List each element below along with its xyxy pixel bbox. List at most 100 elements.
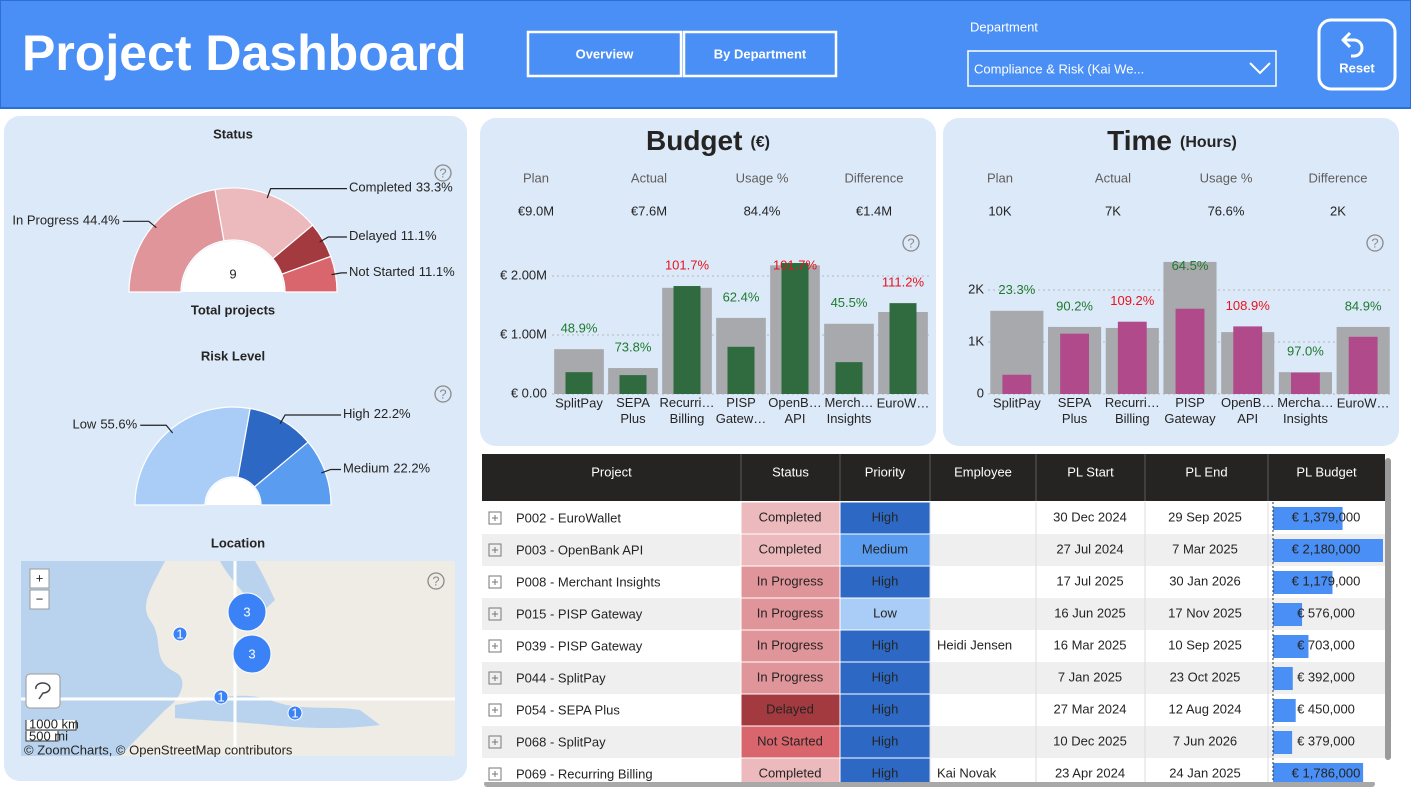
map-marker[interactable]: 1 [287,705,303,721]
expand-icon[interactable] [488,639,502,653]
table-row[interactable]: P068 - SplitPay Not Started High 10 Dec 202… [482,725,1385,759]
expand-icon[interactable] [488,735,502,749]
marker-count: 1 [217,689,224,704]
filter-label: Department [970,19,1038,34]
map-marker[interactable]: 3 [227,592,267,632]
project-name: P044 - SplitPay [516,670,606,685]
expand-icon[interactable] [488,543,502,557]
usage-label: 108.9% [1226,298,1271,313]
x-tick-line: Billing [1115,411,1150,426]
help-icon[interactable]: ? [434,385,452,403]
actual-bar [1291,372,1320,394]
expand-icon[interactable] [488,703,502,717]
end-date: 17 Nov 2025 [1168,605,1242,620]
table-row[interactable]: P039 - PISP Gateway In Progress High Heidi … [482,629,1385,663]
expand-plus [492,643,498,649]
department-dropdown[interactable]: Compliance & Risk (Kai We... [967,50,1277,87]
table-row[interactable]: P069 - Recurring Billing Completed High Kai… [482,757,1385,790]
page-title: Project Dashboard [22,25,467,81]
reset-button[interactable]: Reset [1317,18,1397,91]
x-tick-label: Recurri… Billing [1105,395,1160,426]
slice-category: Not Started [349,264,415,279]
zoom-glyph: − [36,591,44,606]
end-date: 24 Jan 2025 [1169,765,1241,780]
actual-bar [1233,326,1263,394]
lasso-icon [35,682,51,700]
slice-value: 11.1% [401,228,437,243]
x-tick-label: OpenB… API [768,395,821,426]
donut-slice [134,406,251,506]
y-tick-label: 0 [977,385,984,400]
employee-text: Kai Novak [937,765,997,780]
actual-bar [1060,333,1089,394]
expand-plus [492,771,498,777]
expand-icon[interactable] [488,671,502,685]
project-name: P054 - SEPA Plus [516,702,620,717]
expand-icon[interactable] [488,767,502,781]
leader-line [319,236,347,243]
x-tick-line: Gatew… [716,411,767,426]
help-icon[interactable]: ? [1366,234,1384,252]
lasso-button[interactable] [25,673,61,709]
expand-icon[interactable] [488,575,502,589]
x-tick-label: PISP Gateway [1164,395,1216,426]
help-circle [434,385,452,403]
reset-box [1317,18,1397,91]
table-row[interactable]: P002 - EuroWallet Completed High 30 Dec 202… [482,501,1385,535]
expand-icon[interactable] [488,511,502,525]
usage-label: 111.2% [882,275,925,290]
nav-button[interactable]: Overview [526,30,683,78]
help-icon[interactable]: ? [427,572,445,590]
actual-bar [565,372,593,394]
map-attribution: © ZoomCharts, © OpenStreetMap contributo… [24,742,293,757]
chart-title: Risk Level [201,348,265,363]
zoom-box [29,589,50,610]
help-icon[interactable]: ? [902,234,920,252]
y-tick-label: 1K [968,333,984,348]
status-text: Delayed [766,701,814,716]
row-bg [482,726,1385,758]
nav-button[interactable]: By Department [682,30,838,78]
title-unit: (Hours) [1180,134,1237,151]
expand-plus [492,707,498,713]
column-header: Employee [954,464,1012,479]
table-row[interactable]: P003 - OpenBank API Completed Medium 27 Jul… [482,533,1385,567]
status-cell [740,565,841,599]
zoom-button[interactable]: + [29,568,50,589]
expand-box [488,575,502,589]
slice-value: 11.1% [419,264,455,279]
help-circle [902,234,920,252]
map-marker[interactable]: 1 [172,626,188,642]
x-tick-line: OpenB… [1221,395,1274,410]
employee-text: Heidi Jensen [937,637,1012,652]
x-tick-line: Plus [1062,411,1088,426]
actual-bar [727,346,755,394]
zoom-button[interactable]: − [29,589,50,610]
expand-icon[interactable] [488,607,502,621]
table-row[interactable]: P015 - PISP Gateway In Progress Low 16 Jun … [482,597,1385,631]
budget-text: € 1,179,000 [1292,573,1361,588]
usage-label: 48.9% [561,321,598,336]
budget-bar [1273,539,1383,562]
table-row[interactable]: P008 - Merchant Insights In Progress High 1… [482,565,1385,599]
slice-label: Low 55.6% [72,417,137,432]
end-date: 12 Aug 2024 [1168,701,1241,716]
start-date: 7 Jan 2025 [1058,669,1122,684]
usage-label: 97.0% [1287,344,1324,359]
priority-cell [839,693,931,727]
map-marker[interactable]: 3 [232,634,272,674]
x-tick-line: PISP [726,395,756,410]
usage-label: 73.8% [615,339,652,354]
help-glyph: ? [439,386,446,401]
help-icon[interactable]: ? [434,164,452,182]
map-marker[interactable]: 1 [213,689,229,705]
table-row[interactable]: P054 - SEPA Plus Delayed High 27 Mar 2024 12… [482,693,1385,727]
table-row[interactable]: P044 - SplitPay In Progress High 7 Jan 2025… [482,661,1385,695]
h-scrollbar[interactable] [484,781,1375,787]
usage-label: 109.2% [1110,293,1155,308]
status-text: Completed [759,509,822,524]
slice-category: Delayed [349,228,397,243]
v-scrollbar[interactable] [1385,458,1391,760]
status-cell [740,597,841,631]
expand-box [488,735,502,749]
